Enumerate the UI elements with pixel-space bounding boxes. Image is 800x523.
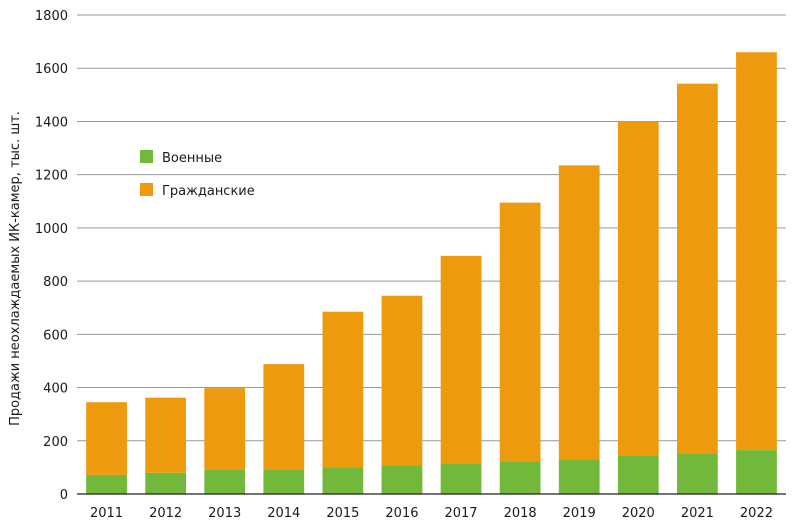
bar-military-2022 — [736, 450, 777, 494]
y-tick-label: 1000 — [35, 222, 68, 237]
bar-military-2017 — [440, 463, 482, 494]
legend-label-civilian: Гражданские — [162, 184, 255, 199]
y-tick-label: 600 — [43, 328, 68, 343]
bar-military-2016 — [381, 465, 423, 494]
x-tick-label: 2014 — [267, 506, 300, 521]
x-tick-label: 2015 — [326, 506, 359, 521]
x-tick-label: 2021 — [681, 506, 714, 521]
legend: Военные Гражданские — [140, 150, 255, 199]
bars — [86, 52, 777, 494]
x-tick-label: 2012 — [149, 506, 182, 521]
bar-military-2014 — [263, 469, 305, 494]
x-axis-ticks: 2011 2012 2013 2014 2015 2016 2017 2018 2019 2020… — [90, 506, 773, 521]
legend-label-military: Военные — [162, 151, 222, 166]
y-axis-ticks: 0 200 400 600 800 1000 1200 1400 1600 1800 — [35, 9, 68, 503]
x-tick-label: 2018 — [504, 506, 537, 521]
x-tick-label: 2017 — [444, 506, 477, 521]
y-tick-label: 800 — [43, 275, 68, 290]
bar-military-2012 — [145, 472, 187, 494]
y-tick-label: 200 — [43, 435, 68, 450]
bar-civilian-2017 — [440, 255, 482, 464]
bar-military-2015 — [322, 467, 364, 494]
x-tick-label: 2016 — [385, 506, 418, 521]
legend-swatch-civilian — [140, 183, 153, 196]
y-tick-label: 1200 — [35, 169, 68, 184]
y-tick-label: 1800 — [35, 9, 68, 24]
y-tick-label: 400 — [43, 382, 68, 397]
y-axis-label: Продажи неохлаждаемых ИК-камер, тыс. шт. — [8, 111, 23, 426]
bar-military-2018 — [499, 461, 541, 494]
y-tick-label: 0 — [60, 488, 68, 503]
bar-military-2013 — [204, 469, 246, 494]
y-tick-label: 1600 — [35, 62, 68, 77]
x-tick-label: 2020 — [622, 506, 655, 521]
bar-civilian-2011 — [86, 402, 127, 475]
bar-civilian-2013 — [204, 388, 246, 470]
bar-civilian-2018 — [499, 202, 541, 462]
y-tick-label: 1400 — [35, 115, 68, 130]
bar-civilian-2020 — [617, 121, 659, 456]
x-tick-label: 2011 — [90, 506, 123, 521]
x-tick-label: 2022 — [740, 506, 773, 521]
bar-civilian-2014 — [263, 364, 305, 470]
bar-military-2019 — [558, 459, 600, 494]
bar-civilian-2012 — [145, 397, 187, 473]
bar-civilian-2015 — [322, 311, 364, 468]
grid-lines — [77, 14, 786, 442]
bar-military-2021 — [676, 453, 718, 494]
bar-military-2020 — [617, 455, 659, 494]
x-tick-label: 2019 — [563, 506, 596, 521]
bar-civilian-2019 — [558, 165, 600, 460]
bar-military-2011 — [86, 474, 127, 494]
bar-civilian-2016 — [381, 295, 423, 466]
legend-swatch-military — [140, 150, 153, 163]
bar-civilian-2022 — [736, 52, 777, 451]
bar-civilian-2021 — [676, 83, 718, 454]
x-tick-label: 2013 — [208, 506, 241, 521]
